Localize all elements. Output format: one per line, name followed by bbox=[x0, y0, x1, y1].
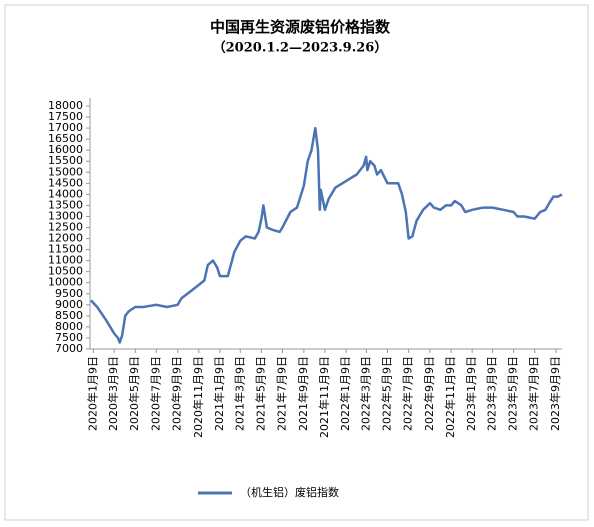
x-tick-label: 2021年11月9日 bbox=[317, 356, 331, 438]
y-tick-label: 18000 bbox=[48, 99, 83, 112]
y-tick-label: 9000 bbox=[55, 298, 83, 311]
y-tick-label: 7000 bbox=[55, 342, 83, 355]
y-tick-label: 17000 bbox=[48, 121, 83, 134]
y-tick-label: 9500 bbox=[55, 287, 83, 300]
x-tick-label: 2022年5月9日 bbox=[379, 356, 393, 431]
x-tick-label: 2022年11月9日 bbox=[443, 356, 457, 438]
y-tick-label: 12000 bbox=[48, 232, 83, 245]
y-tick-label: 12500 bbox=[48, 221, 83, 234]
x-tick-label: 2020年9月9日 bbox=[170, 356, 184, 431]
x-tick-label: 2021年5月9日 bbox=[253, 356, 267, 431]
x-tick-label: 2022年7月9日 bbox=[401, 356, 415, 431]
x-tick-label: 2020年11月9日 bbox=[191, 356, 205, 438]
x-tick-label: 2023年1月9日 bbox=[464, 356, 478, 431]
x-tick-label: 2022年1月9日 bbox=[338, 356, 352, 431]
x-tick-label: 2023年5月9日 bbox=[506, 356, 520, 431]
y-tick-label: 7500 bbox=[55, 331, 83, 344]
x-tick-label: 2020年7月9日 bbox=[148, 356, 162, 431]
y-tick-label: 11000 bbox=[48, 254, 83, 267]
y-tick-label: 10000 bbox=[48, 276, 83, 289]
y-tick-label: 8000 bbox=[55, 320, 83, 333]
y-tick-label: 11500 bbox=[48, 243, 83, 256]
y-tick-label: 14500 bbox=[48, 176, 83, 189]
y-tick-label: 14000 bbox=[48, 187, 83, 200]
chart-title: 中国再生资源废铝价格指数 bbox=[210, 18, 391, 36]
y-tick-label: 13000 bbox=[48, 209, 83, 222]
x-tick-label: 2020年1月9日 bbox=[85, 356, 99, 431]
y-tick-label: 16500 bbox=[48, 132, 83, 145]
y-tick-label: 16000 bbox=[48, 143, 83, 156]
x-tick-label: 2022年9月9日 bbox=[422, 356, 436, 431]
chart-subtitle: （2020.1.2—2023.9.26） bbox=[213, 40, 388, 56]
x-tick-label: 2020年3月9日 bbox=[106, 356, 120, 431]
x-tick-label: 2023年9月9日 bbox=[548, 356, 562, 431]
x-tick-label: 2020年5月9日 bbox=[127, 356, 141, 431]
x-tick-label: 2021年3月9日 bbox=[232, 356, 246, 431]
x-tick-label: 2021年9月9日 bbox=[296, 356, 310, 431]
y-tick-label: 15500 bbox=[48, 154, 83, 167]
y-tick-label: 13500 bbox=[48, 198, 83, 211]
x-tick-label: 2021年7月9日 bbox=[274, 356, 288, 431]
chart-frame bbox=[4, 4, 589, 521]
y-tick-label: 17500 bbox=[48, 110, 83, 123]
legend-label: （机生铝）废铝指数 bbox=[240, 485, 339, 499]
x-tick-label: 2021年1月9日 bbox=[212, 356, 226, 431]
y-tick-label: 15000 bbox=[48, 165, 83, 178]
y-tick-label: 8500 bbox=[55, 309, 83, 322]
series-line bbox=[90, 126, 563, 344]
x-tick-label: 2023年7月9日 bbox=[527, 356, 541, 431]
x-tick-label: 2022年3月9日 bbox=[358, 356, 372, 431]
x-tick-label: 2023年3月9日 bbox=[485, 356, 499, 431]
y-tick-label: 10500 bbox=[48, 265, 83, 278]
